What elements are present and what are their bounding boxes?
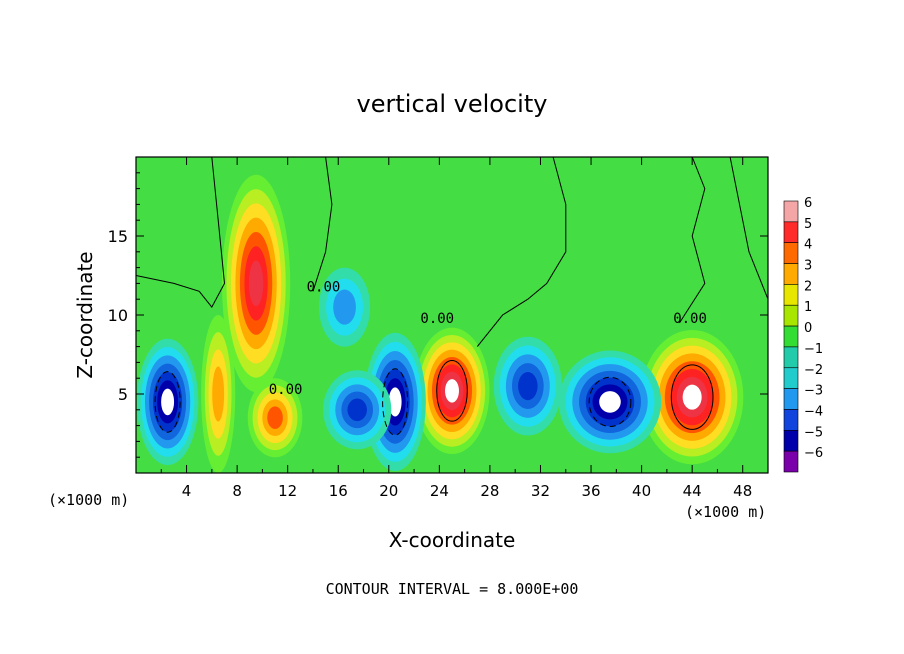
y-tick-label: 10 — [108, 306, 128, 325]
x-tick-label: 28 — [480, 482, 499, 500]
colorbar-label: 5 — [804, 217, 812, 232]
x-tick-label: 44 — [683, 482, 702, 500]
y-tick-label: 15 — [108, 227, 128, 246]
colorbar: 6 5 4 3 2 1 0 −1 −2 −3 −4 −5 −6 — [783, 196, 823, 473]
updraft-band — [445, 379, 459, 403]
colorbar-swatch — [783, 200, 799, 223]
core-contour — [436, 360, 468, 422]
colorbar-label: −4 — [804, 404, 823, 419]
contour-interval-note: CONTOUR INTERVAL = 8.000E+00 — [326, 580, 579, 598]
core-contour — [382, 368, 409, 436]
colorbar-label: 2 — [804, 279, 812, 294]
x-tick-label: 4 — [182, 482, 192, 500]
x-tick-label: 40 — [632, 482, 651, 500]
contour-label: 0.00 — [420, 311, 454, 327]
x-tick-label: 24 — [430, 482, 449, 500]
downdraft-band — [347, 398, 367, 422]
x-tick-label: 48 — [733, 482, 752, 500]
x-tick-label: 36 — [581, 482, 600, 500]
colorbar-swatch — [783, 346, 799, 369]
core-contour — [154, 371, 181, 433]
x-tick-label: 20 — [379, 482, 398, 500]
colorbar-swatch — [783, 242, 799, 264]
colorbar-label: 4 — [804, 238, 812, 253]
updraft-band — [267, 406, 283, 429]
colorbar-label: 6 — [804, 196, 812, 211]
x-unit-right: (×1000 m) — [685, 503, 766, 521]
colorbar-swatch — [783, 263, 799, 285]
colorbar-label: −6 — [804, 446, 823, 461]
zero-contour — [136, 157, 226, 309]
x-tick-label: 16 — [329, 482, 348, 500]
zero-contour — [729, 157, 768, 300]
contour-label: 0.00 — [269, 382, 303, 398]
contour-label: 0.00 — [673, 311, 707, 327]
y-axis-ticks: 5 10 15 — [108, 172, 768, 458]
colorbar-label: 3 — [804, 259, 812, 274]
contour-labels: 0.00 0.00 0.00 0.00 — [269, 279, 707, 398]
zero-contour — [476, 157, 567, 347]
colorbar-swatch — [783, 325, 799, 348]
x-tick-label: 32 — [531, 482, 550, 500]
downdraft-band — [518, 371, 538, 401]
colorbar-swatch — [783, 304, 799, 327]
colorbar-swatch — [783, 284, 799, 306]
updraft-band — [248, 260, 264, 307]
contour-lines — [136, 157, 768, 436]
x-tick-label: 8 — [232, 482, 242, 500]
x-tick-label: 12 — [278, 482, 297, 500]
core-contour — [670, 364, 714, 430]
x-axis-ticks: 4 8 12 16 20 24 28 32 36 40 44 48 — [160, 157, 752, 500]
colorbar-label: 0 — [804, 321, 812, 336]
x-axis-label: X-coordinate — [389, 528, 516, 552]
downdraft-band — [599, 391, 621, 413]
y-axis-label: Z-coordinate — [73, 251, 97, 378]
colorbar-label: −3 — [804, 384, 823, 399]
y-tick-label: 5 — [118, 385, 128, 404]
x-unit-left: (×1000 m) — [48, 491, 129, 509]
colorbar-label: 1 — [804, 300, 812, 315]
plot-area — [136, 157, 768, 473]
colorbar-label: −1 — [804, 342, 823, 357]
updraft-band — [682, 384, 702, 410]
contour-label: 0.00 — [307, 279, 341, 295]
colorbar-swatch — [783, 430, 799, 452]
downdraft-band — [161, 388, 175, 416]
updraft-band — [212, 366, 225, 422]
core-contour — [588, 376, 632, 428]
colorbar-swatch — [783, 367, 799, 389]
downdraft-band — [388, 387, 402, 417]
zero-contour — [312, 157, 333, 292]
colorbar-swatch — [783, 388, 799, 410]
chart-title: vertical velocity — [357, 90, 548, 118]
downdraft-band — [333, 289, 356, 325]
colorbar-label: −2 — [804, 363, 823, 378]
zero-contour — [679, 157, 706, 324]
colorbar-label: −5 — [804, 425, 823, 440]
colorbar-swatch — [783, 221, 799, 243]
colorbar-swatch — [783, 450, 799, 473]
colorbar-swatch — [783, 409, 799, 431]
